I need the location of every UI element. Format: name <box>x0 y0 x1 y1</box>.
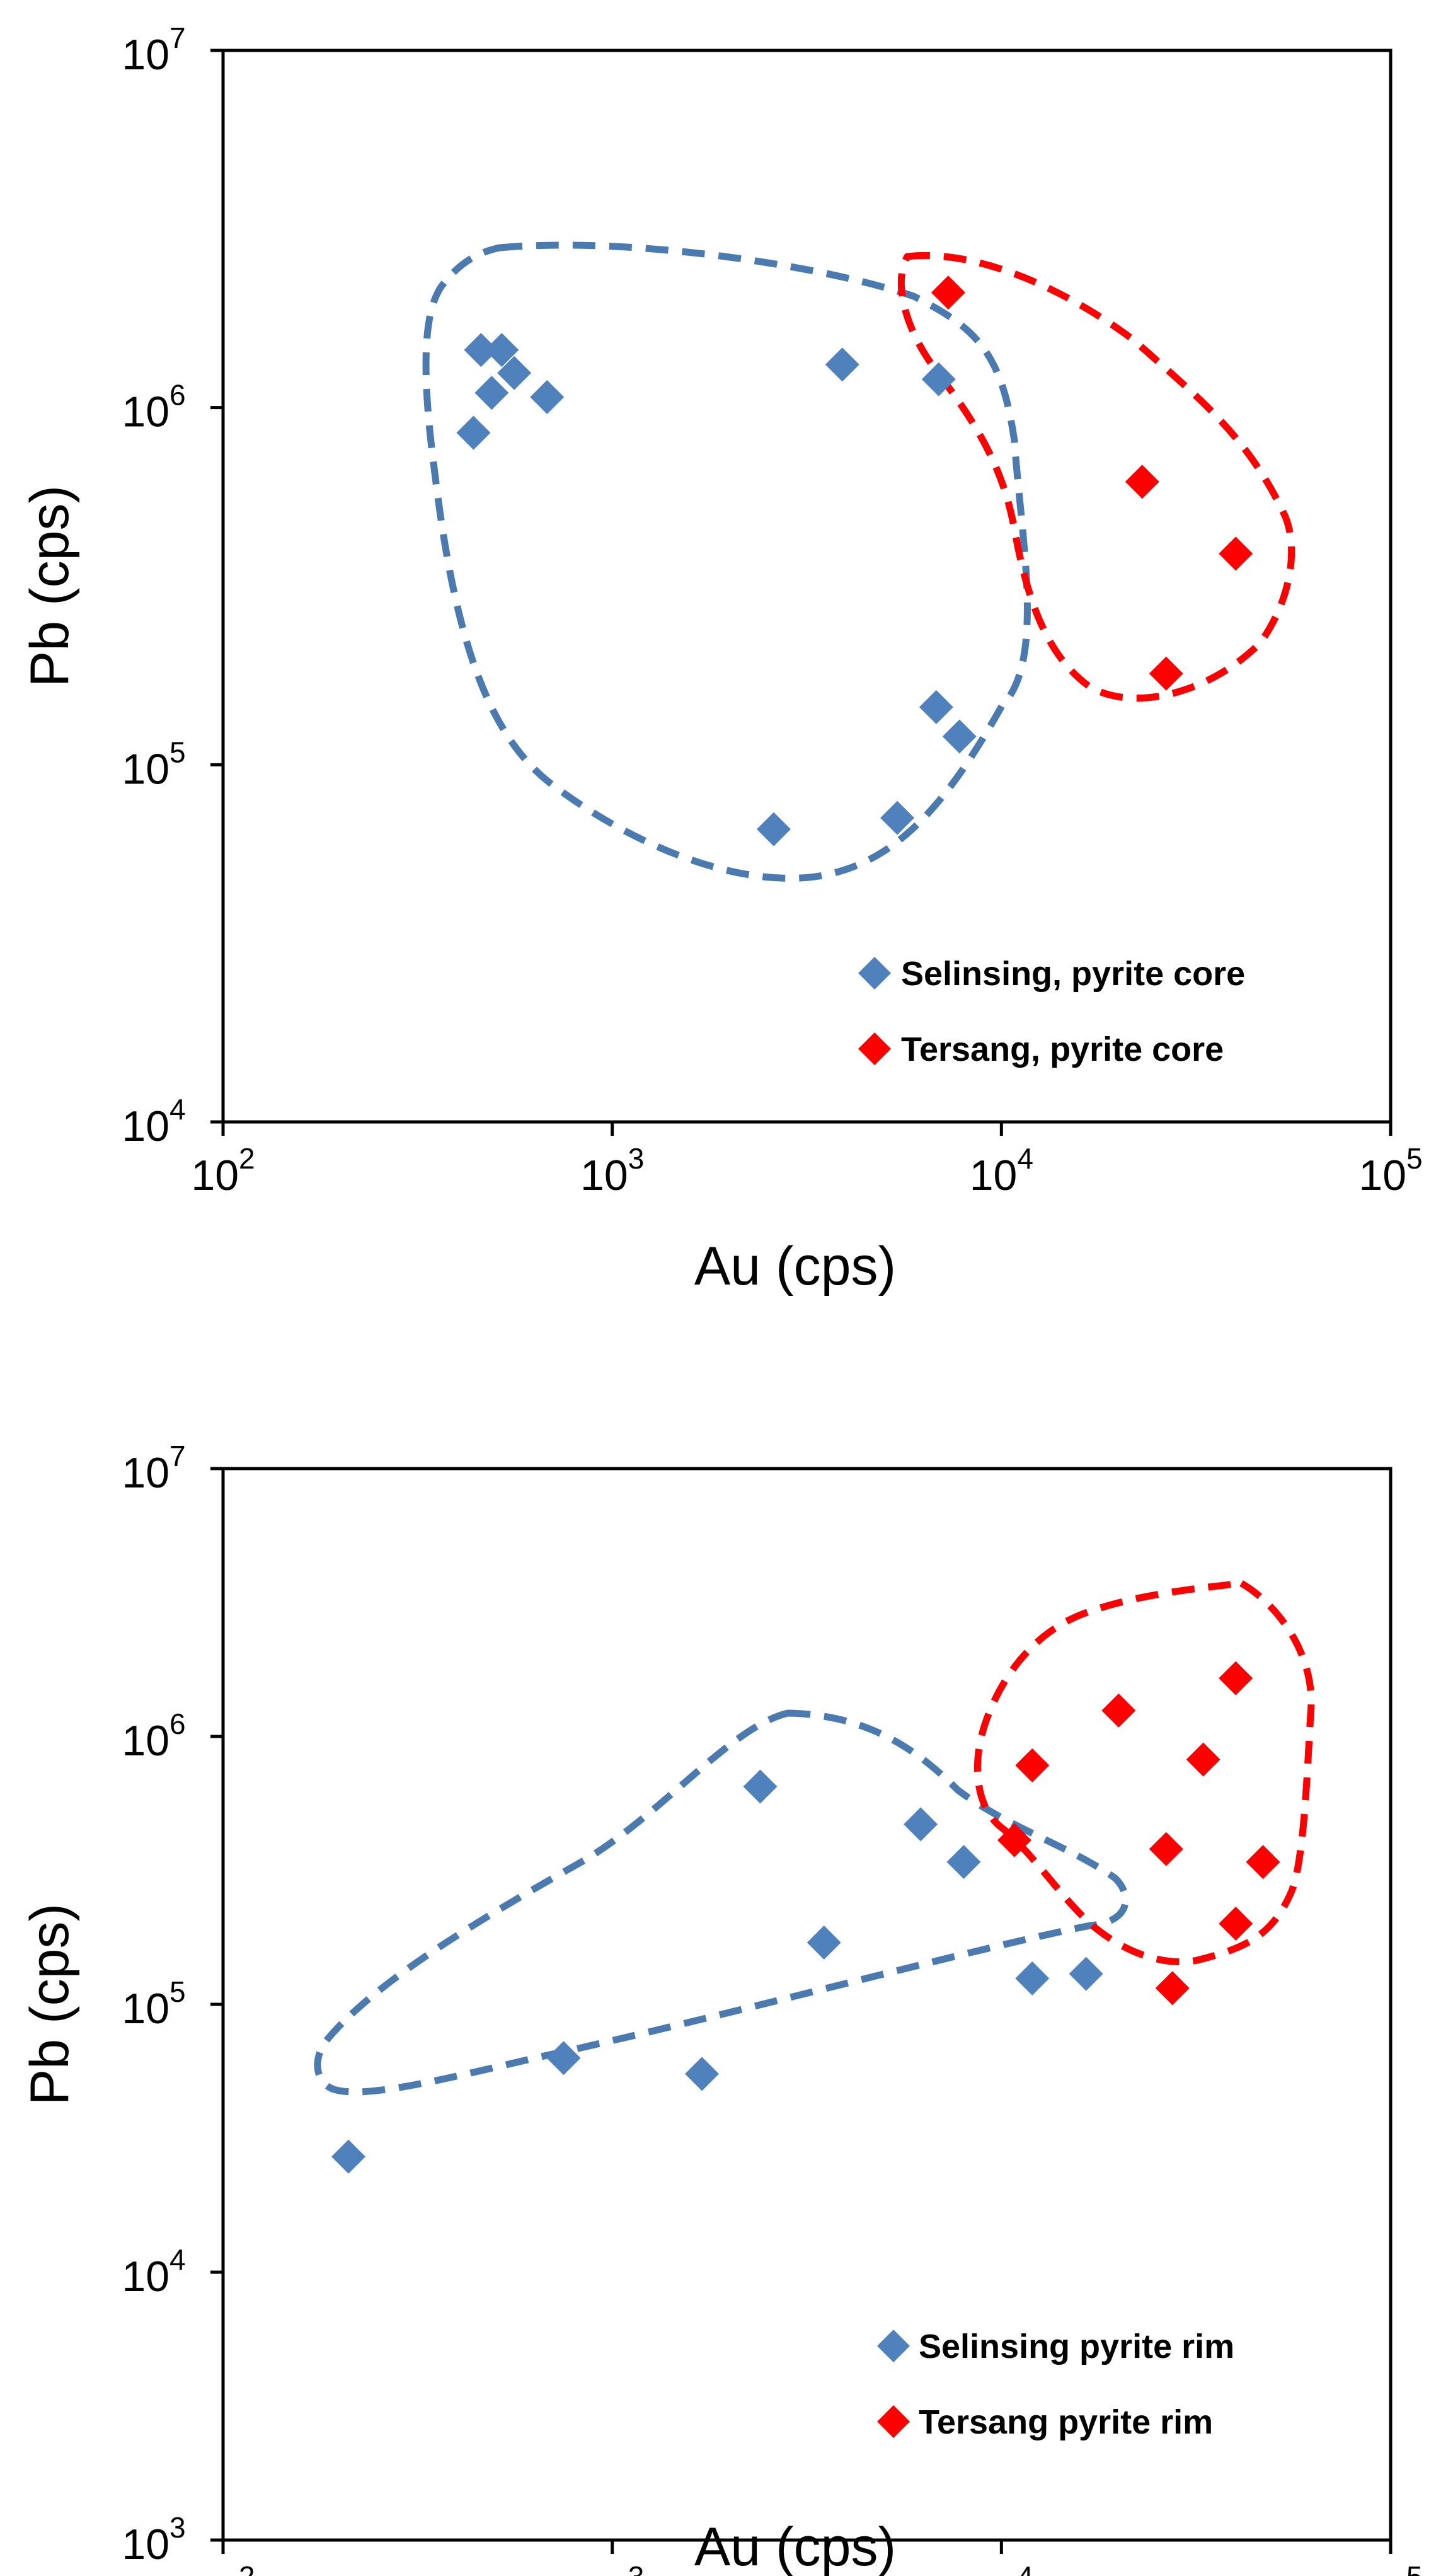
data-point-tersang-3 <box>1219 536 1253 571</box>
data-point-tersang-1 <box>931 275 965 310</box>
data-point-selinsing-10 <box>942 719 977 754</box>
envelope-layer <box>422 241 1295 882</box>
y-tick-label: 106 <box>122 379 185 436</box>
x-axis-ticks: 102 103 104 105 <box>191 2540 1423 2576</box>
data-point-selinsing-8 <box>921 362 956 396</box>
x-axis-title: Au (cps) <box>694 2517 896 2576</box>
data-point-selinsing-1 <box>331 2139 366 2174</box>
data-point-selinsing-3 <box>474 376 509 410</box>
x-tick-label: 104 <box>970 2560 1033 2576</box>
x-tick-label: 103 <box>580 1142 644 1199</box>
data-point-tersang-8 <box>1219 1907 1253 1941</box>
y-tick-label: 105 <box>122 736 185 793</box>
plot-frame <box>221 49 1393 1124</box>
data-point-selinsing-12 <box>880 800 915 835</box>
data-point-selinsing-2 <box>464 333 498 367</box>
data-point-selinsing-11 <box>756 812 791 846</box>
y-axis-title: Pb (cps) <box>20 485 80 687</box>
data-point-tersang-4 <box>1149 1832 1183 1866</box>
data-point-tersang-2 <box>1015 1748 1050 1782</box>
x-tick-label: 103 <box>580 2560 644 2576</box>
data-point-selinsing-9 <box>1069 1956 1103 1991</box>
data-points <box>331 1661 1280 2174</box>
legend-label-tersang-core: Tersang, pyrite core <box>901 1031 1224 1068</box>
data-point-selinsing-9 <box>919 690 953 724</box>
data-point-tersang-7 <box>1219 1661 1253 1695</box>
y-tick-label: 106 <box>122 1707 185 1765</box>
tersang-core-envelope <box>897 251 1295 702</box>
y-axis-title: Pb (cps) <box>20 1903 80 2105</box>
tersang-rim-envelope <box>973 1580 1315 1965</box>
y-tick-label: 104 <box>122 2243 185 2301</box>
y-axis-ticks: 103 104 105 106 107 <box>122 1440 223 2568</box>
data-point-selinsing-2 <box>546 2041 581 2076</box>
data-point-tersang-3 <box>1101 1693 1136 1728</box>
x-axis-title: Au (cps) <box>694 1236 896 1297</box>
data-point-tersang-1 <box>997 1823 1031 1857</box>
data-point-selinsing-4 <box>743 1769 778 1804</box>
legend-label-selinsing-core: Selinsing, pyrite core <box>901 955 1245 993</box>
selinsing-core-envelope <box>422 241 1031 882</box>
y-tick-label: 103 <box>122 2511 185 2568</box>
data-point-tersang-4 <box>1149 656 1183 691</box>
data-point-selinsing-7 <box>946 1845 981 1880</box>
data-point-selinsing-6 <box>904 1807 938 1842</box>
legend-marker-tersang-rim <box>877 2405 910 2438</box>
legend-marker-selinsing-core <box>858 957 891 990</box>
data-point-selinsing-3 <box>685 2057 720 2091</box>
selinsing-rim-envelope <box>314 1709 1129 2096</box>
data-point-tersang-5 <box>1155 1971 1190 2006</box>
data-point-tersang-6 <box>1186 1742 1220 1777</box>
x-tick-label: 102 <box>191 2560 255 2576</box>
y-tick-label: 105 <box>122 1975 185 2033</box>
data-point-tersang-2 <box>1125 465 1159 499</box>
x-tick-label: 105 <box>1358 2560 1422 2576</box>
chart-pyrite-rim: 102 103 104 105 103 104 105 106 107 Au (cps) Pb… <box>20 1440 1423 2576</box>
data-point-selinsing-1 <box>456 415 491 450</box>
x-tick-label: 104 <box>970 1142 1033 1199</box>
data-point-selinsing-5 <box>807 1926 841 1960</box>
data-point-selinsing-4 <box>485 333 519 367</box>
chart-pyrite-core: 102 103 104 105 104 105 106 107 Au (cps) Pb (c… <box>20 21 1423 1297</box>
legend: Selinsing pyrite rim Tersang pyrite rim <box>877 2328 1234 2441</box>
x-axis-ticks: 102 103 104 105 <box>191 1122 1423 1199</box>
legend-marker-selinsing-rim <box>877 2330 910 2362</box>
legend: Selinsing, pyrite core Tersang, pyrite c… <box>858 955 1245 1068</box>
y-tick-label: 107 <box>122 21 185 79</box>
data-point-selinsing-8 <box>1015 1961 1050 1996</box>
legend-label-tersang-rim: Tersang pyrite rim <box>919 2403 1213 2441</box>
y-tick-label: 104 <box>122 1093 185 1150</box>
y-axis-ticks: 104 105 106 107 <box>122 21 223 1150</box>
data-points <box>456 275 1253 846</box>
y-tick-label: 107 <box>122 1440 185 1497</box>
data-point-selinsing-6 <box>530 380 565 415</box>
legend-label-selinsing-rim: Selinsing pyrite rim <box>919 2328 1234 2365</box>
data-point-tersang-9 <box>1246 1845 1280 1880</box>
data-point-selinsing-5 <box>497 355 532 390</box>
plot-frame <box>221 1467 1393 2542</box>
legend-marker-tersang-core <box>858 1032 891 1065</box>
x-tick-label: 102 <box>191 1142 255 1199</box>
data-point-selinsing-7 <box>825 347 859 382</box>
x-tick-label: 105 <box>1358 1142 1422 1199</box>
